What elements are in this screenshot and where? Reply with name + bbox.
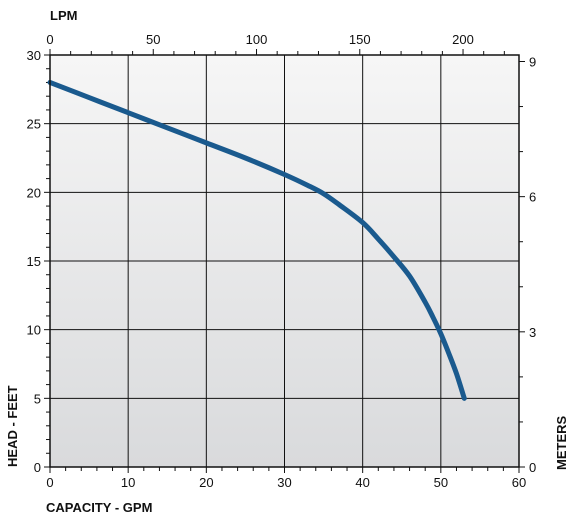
plot-frame <box>49 54 520 468</box>
y-axis-title: HEAD - FEET <box>5 385 20 467</box>
x-tick-label: 10 <box>121 475 135 490</box>
x-tick-label: 0 <box>46 475 53 490</box>
top-tick-label: 200 <box>452 32 474 47</box>
performance-curve <box>47 79 467 401</box>
x-tick-label: 50 <box>434 475 448 490</box>
y-tick-label: 10 <box>27 323 41 338</box>
x-tick-label: 60 <box>512 475 526 490</box>
y-tick-label: 20 <box>27 185 41 200</box>
y-tick-label: 15 <box>27 254 41 269</box>
y-tick-label: 25 <box>27 117 41 132</box>
y-tick-label: 30 <box>27 48 41 63</box>
top-tick-label: 150 <box>349 32 371 47</box>
right-tick-label: 0 <box>529 460 536 475</box>
y-tick-label: 0 <box>34 460 41 475</box>
top-tick-label: 50 <box>146 32 160 47</box>
x-tick-label: 20 <box>199 475 213 490</box>
top-axis-title: LPM <box>50 8 77 23</box>
top-tick-label: 100 <box>246 32 268 47</box>
right-tick-label: 9 <box>529 54 536 69</box>
right-axis-title: METERS <box>554 416 569 471</box>
x-axis-title: CAPACITY - GPM <box>46 500 152 515</box>
x-tick-label: 30 <box>277 475 291 490</box>
top-tick-label: 0 <box>46 32 53 47</box>
right-tick-label: 3 <box>529 325 536 340</box>
right-tick-label: 6 <box>529 190 536 205</box>
x-tick-label: 40 <box>355 475 369 490</box>
y-tick-label: 5 <box>34 391 41 406</box>
